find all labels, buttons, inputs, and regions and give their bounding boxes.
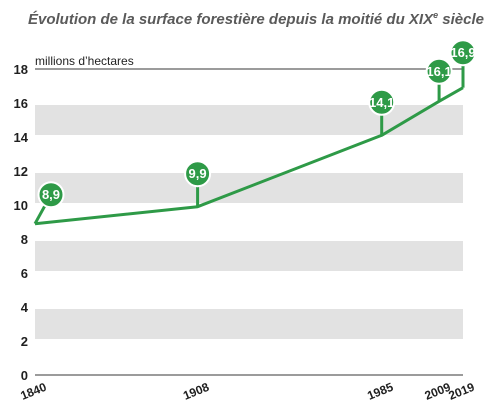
y-tick-labels: 0 2 4 6 8 10 12 14 16 18: [14, 62, 29, 383]
x-tick-label: 1840: [18, 380, 48, 403]
y-tick-label: 10: [14, 198, 28, 213]
grid-bands: [35, 105, 463, 339]
y-tick-label: 12: [14, 164, 28, 179]
pin-circle: [449, 39, 477, 67]
y-tick-label: 0: [21, 368, 28, 383]
data-label-pin: 8,9: [33, 181, 65, 225]
page-title: Évolution de la surface forestière depui…: [28, 10, 484, 28]
y-tick-label: 18: [14, 62, 28, 77]
data-label-pins: 8,9 9,9 14,1 16,1 16,9: [33, 39, 477, 225]
x-tick-label: 1908: [181, 380, 211, 403]
axes: [35, 68, 463, 376]
data-label-pin: 16,9: [449, 39, 477, 88]
pin-circle: [368, 88, 396, 116]
page-title-superscript: e: [433, 10, 439, 20]
data-label: 16,9: [450, 45, 475, 60]
y-axis-unit-label: millions d’hectares: [35, 54, 134, 68]
grid-band: [35, 309, 463, 339]
grid-band: [35, 241, 463, 271]
data-label: 8,9: [42, 187, 60, 202]
y-tick-label: 6: [21, 266, 28, 281]
data-label: 16,1: [426, 64, 451, 79]
data-label-pin: 14,1: [368, 88, 396, 136]
pin-circle: [37, 181, 65, 209]
data-label: 14,1: [369, 95, 394, 110]
grid-band: [35, 105, 463, 135]
x-tick-label: 2019: [446, 380, 476, 403]
y-tick-label: 14: [14, 130, 29, 145]
y-tick-label: 4: [21, 300, 29, 315]
x-tick-label: 1985: [365, 380, 395, 403]
page-title-tail: siècle: [438, 11, 484, 28]
pin-circle: [184, 160, 212, 188]
data-label-pin: 9,9: [184, 160, 212, 207]
y-tick-label: 16: [14, 96, 28, 111]
pin-circle: [425, 57, 453, 85]
data-label: 9,9: [189, 166, 207, 181]
y-tick-label: 2: [21, 334, 28, 349]
page-title-main: Évolution de la surface forestière depui…: [28, 11, 434, 28]
y-tick-label: 8: [21, 232, 28, 247]
data-label-pin: 16,1: [425, 57, 453, 102]
